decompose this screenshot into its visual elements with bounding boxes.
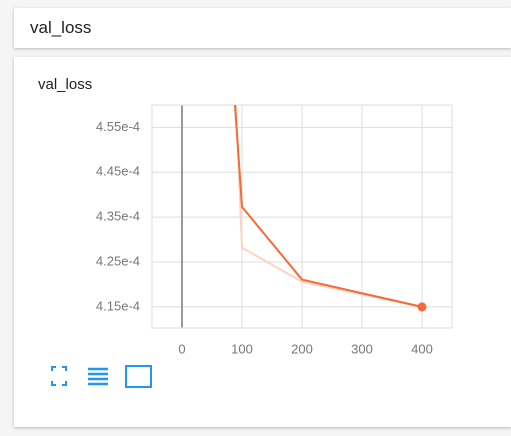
x-tick-label: 100 xyxy=(231,341,253,356)
y-tick-label: 4.45e-4 xyxy=(96,164,140,179)
toolbar[interactable] xyxy=(51,365,152,388)
fullscreen-icon[interactable] xyxy=(51,366,67,386)
fit-icon[interactable] xyxy=(125,365,152,388)
x-tick-label: 300 xyxy=(351,341,373,356)
header-title: val_loss xyxy=(30,18,92,37)
y-tick-label: 4.25e-4 xyxy=(96,253,140,268)
plot-area xyxy=(233,105,423,308)
plot-frame xyxy=(151,104,453,329)
series-line xyxy=(234,105,423,308)
x-tick-label: 200 xyxy=(291,341,313,356)
chart-title: val_loss xyxy=(38,76,92,93)
x-tick-label: 400 xyxy=(411,341,433,356)
chart-card xyxy=(14,57,511,427)
y-tick-label: 4.15e-4 xyxy=(96,298,140,313)
y-tick-label: 4.35e-4 xyxy=(96,209,140,224)
series-line xyxy=(233,105,423,308)
y-tick-label: 4.55e-4 xyxy=(96,119,140,134)
x-tick-label: 0 xyxy=(178,341,185,356)
header-card: val_loss xyxy=(14,8,511,48)
point xyxy=(417,302,427,312)
data-icon[interactable] xyxy=(88,367,108,386)
